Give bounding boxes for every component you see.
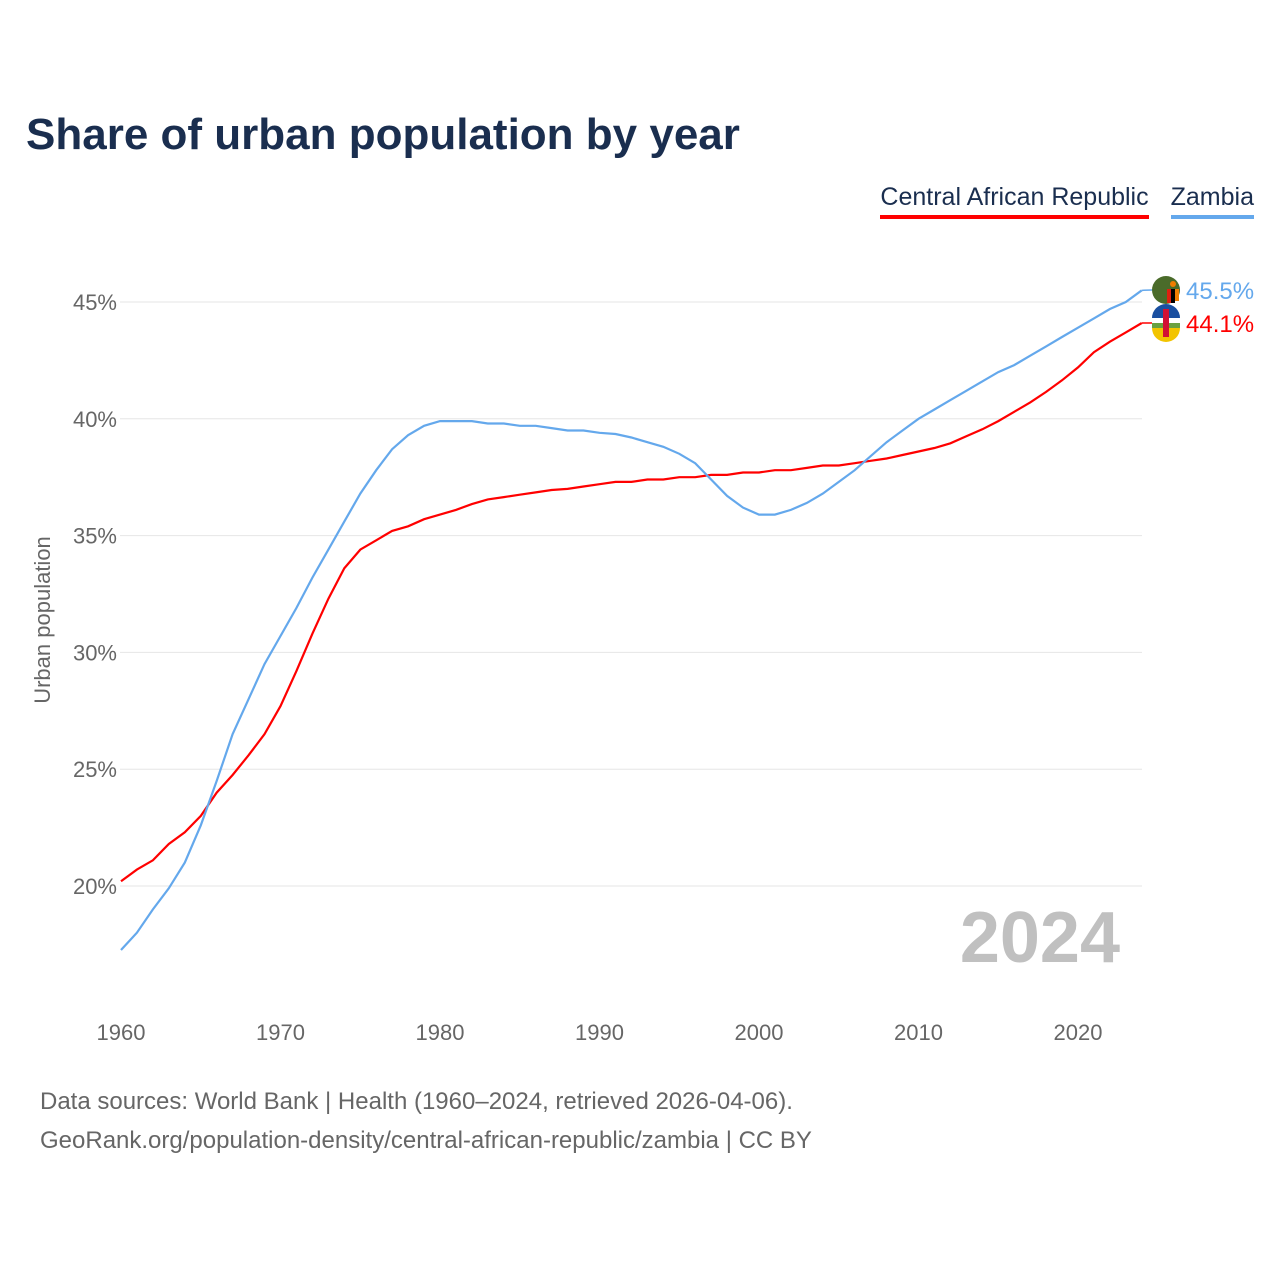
footer-sources: Data sources: World Bank | Health (1960–… [40,1088,793,1115]
series-line-zambia [120,289,1143,951]
legend: Central African Republic Zambia [880,183,1254,219]
series-line-car [120,322,1143,883]
zambia-flag-icon [1152,276,1180,304]
x-tick-label: 1960 [97,1020,146,1045]
y-tick-label: 45% [73,290,117,315]
flag-eagle [1170,281,1176,287]
legend-item-car[interactable]: Central African Republic [880,183,1149,219]
x-tick-label: 2000 [735,1020,784,1045]
y-tick-label: 25% [73,757,117,782]
x-tick-label: 1990 [575,1020,624,1045]
car-flag-icon [1152,304,1180,342]
chart-title: Share of urban population by year [26,110,740,159]
y-tick-label: 30% [73,640,117,665]
flag-stripe [1175,289,1179,301]
y-tick-label: 35% [73,524,117,549]
y-axis-label: Urban population [30,536,55,704]
y-tick-label: 20% [73,874,117,899]
y-tick-label: 40% [73,407,117,432]
flag-stripe [1163,309,1169,337]
flag-stripe [1171,289,1175,303]
end-value-label: 44.1% [1186,311,1254,338]
x-tick-label: 1970 [256,1020,305,1045]
x-tick-label: 1980 [416,1020,465,1045]
year-watermark: 2024 [960,898,1120,978]
x-tick-label: 2010 [894,1020,943,1045]
x-tick-label: 2020 [1054,1020,1103,1045]
footer-url[interactable]: GeoRank.org/population-density/central-a… [40,1127,812,1154]
legend-item-zambia[interactable]: Zambia [1170,183,1254,219]
end-value-label: 45.5% [1186,278,1254,305]
flag-stripe [1167,289,1171,303]
